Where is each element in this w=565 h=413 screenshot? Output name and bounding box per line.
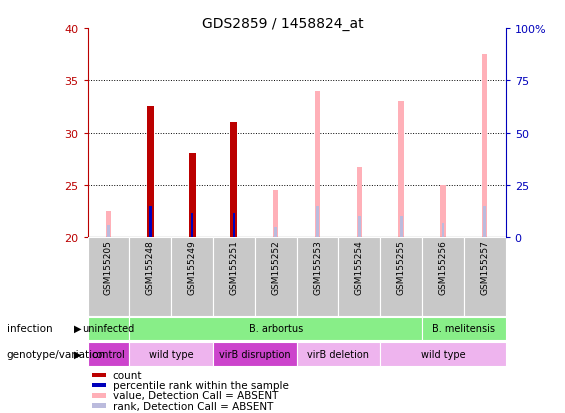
FancyBboxPatch shape <box>88 317 129 340</box>
Text: rank, Detection Call = ABSENT: rank, Detection Call = ABSENT <box>112 401 273 411</box>
Bar <box>92 383 106 387</box>
FancyBboxPatch shape <box>213 342 297 366</box>
Text: GSM155257: GSM155257 <box>480 240 489 294</box>
Bar <box>92 373 106 377</box>
Text: value, Detection Call = ABSENT: value, Detection Call = ABSENT <box>112 390 278 401</box>
Text: virB disruption: virB disruption <box>219 349 290 359</box>
FancyBboxPatch shape <box>129 317 422 340</box>
Text: wild type: wild type <box>149 349 193 359</box>
Text: control: control <box>92 349 125 359</box>
FancyBboxPatch shape <box>380 237 422 316</box>
Text: wild type: wild type <box>421 349 465 359</box>
FancyBboxPatch shape <box>171 237 213 316</box>
Text: GSM155205: GSM155205 <box>104 240 113 294</box>
Text: GSM155248: GSM155248 <box>146 240 155 294</box>
Text: GSM155249: GSM155249 <box>188 240 197 294</box>
Bar <box>191 214 193 237</box>
Text: GSM155252: GSM155252 <box>271 240 280 294</box>
FancyBboxPatch shape <box>213 237 255 316</box>
Bar <box>440 185 446 237</box>
Bar <box>273 190 279 237</box>
Bar <box>191 216 193 237</box>
Bar <box>442 224 444 237</box>
Bar <box>315 91 320 237</box>
Bar <box>398 102 404 237</box>
Text: GSM155254: GSM155254 <box>355 240 364 294</box>
Bar <box>357 168 362 237</box>
Bar <box>482 55 488 237</box>
Bar <box>231 123 237 237</box>
FancyBboxPatch shape <box>129 342 213 366</box>
Bar <box>107 225 110 237</box>
Bar <box>484 206 486 237</box>
Text: GSM155256: GSM155256 <box>438 240 447 294</box>
Text: infection: infection <box>7 323 53 333</box>
Bar <box>92 403 106 408</box>
FancyBboxPatch shape <box>297 237 338 316</box>
Text: B. melitensis: B. melitensis <box>432 323 496 333</box>
Bar <box>233 214 235 237</box>
FancyBboxPatch shape <box>422 237 464 316</box>
FancyBboxPatch shape <box>88 237 129 316</box>
Bar <box>92 393 106 398</box>
Bar <box>149 208 151 237</box>
Bar <box>400 216 402 237</box>
Text: genotype/variation: genotype/variation <box>7 349 106 359</box>
FancyBboxPatch shape <box>129 237 171 316</box>
FancyBboxPatch shape <box>88 342 129 366</box>
Text: percentile rank within the sample: percentile rank within the sample <box>112 380 289 390</box>
Text: ▶: ▶ <box>74 349 82 359</box>
Text: GSM155255: GSM155255 <box>397 240 406 294</box>
Bar <box>189 154 195 237</box>
Bar <box>275 227 277 237</box>
FancyBboxPatch shape <box>380 342 506 366</box>
Bar <box>316 206 319 237</box>
FancyBboxPatch shape <box>464 237 506 316</box>
Text: virB deletion: virB deletion <box>307 349 370 359</box>
FancyBboxPatch shape <box>255 237 297 316</box>
Bar <box>233 216 235 237</box>
Text: ▶: ▶ <box>74 323 82 333</box>
Text: uninfected: uninfected <box>82 323 134 333</box>
Bar <box>147 107 154 237</box>
Text: GSM155251: GSM155251 <box>229 240 238 294</box>
Bar <box>149 206 151 237</box>
Text: GSM155253: GSM155253 <box>313 240 322 294</box>
Bar <box>106 211 111 237</box>
Text: B. arbortus: B. arbortus <box>249 323 303 333</box>
Text: count: count <box>112 370 142 380</box>
Text: GDS2859 / 1458824_at: GDS2859 / 1458824_at <box>202 17 363 31</box>
FancyBboxPatch shape <box>338 237 380 316</box>
FancyBboxPatch shape <box>422 317 506 340</box>
FancyBboxPatch shape <box>297 342 380 366</box>
Bar <box>358 216 360 237</box>
